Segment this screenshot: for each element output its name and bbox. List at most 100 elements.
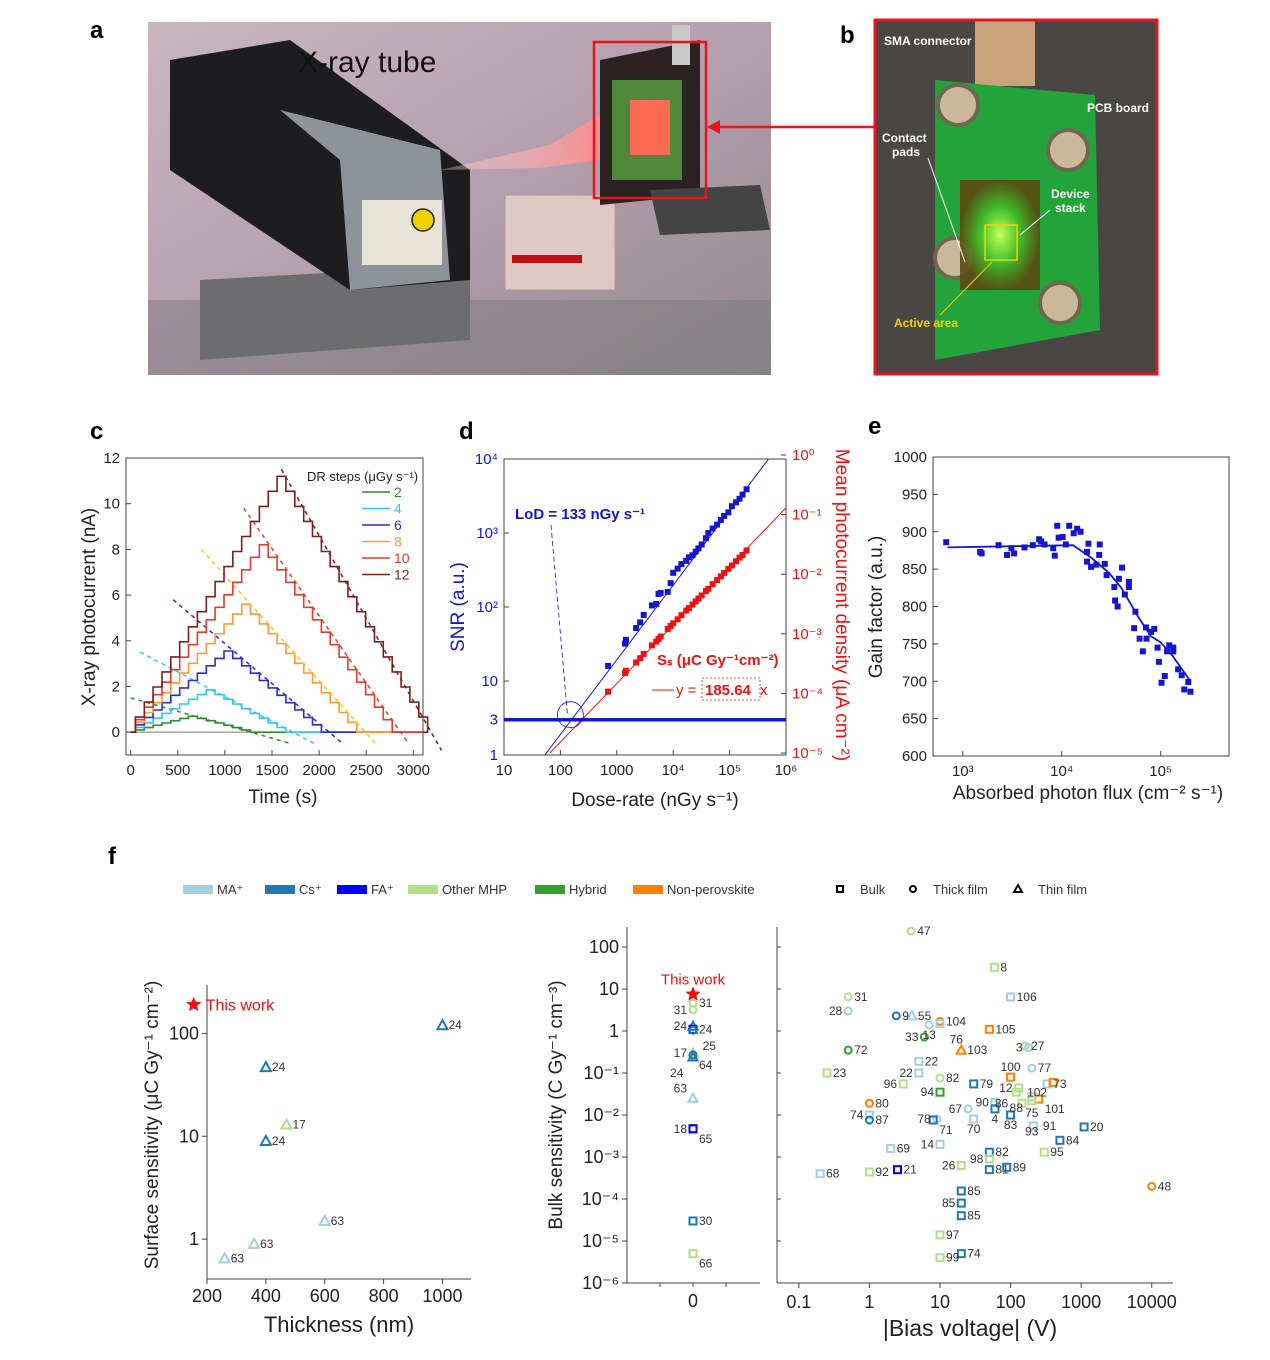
gain-point <box>1185 678 1192 685</box>
data-point <box>935 1087 945 1097</box>
data-point <box>1028 1121 1038 1131</box>
panel-label-e: e <box>868 413 881 440</box>
data-point <box>956 1186 966 1196</box>
point-ref-label: 27 <box>1031 1039 1045 1053</box>
gain-point <box>1175 666 1182 673</box>
gain-point <box>1103 572 1110 579</box>
data-point <box>969 1114 979 1124</box>
x-tick-label: 10⁵ <box>1149 763 1172 780</box>
panel-label-b: b <box>840 22 855 49</box>
legend-label: Thin film <box>1038 882 1087 897</box>
current-point <box>674 616 681 623</box>
gain-point <box>1155 658 1162 665</box>
snr-point <box>739 491 746 498</box>
gain-point <box>1178 672 1185 679</box>
data-point <box>1006 1072 1016 1082</box>
zoom-arrow-head <box>707 120 720 134</box>
y-tick-label: 8 <box>112 541 120 558</box>
y-axis-label: Surface sensitivity (μC Gy⁻¹ cm⁻²) <box>142 981 163 1270</box>
triangle-icon <box>1012 882 1024 893</box>
gain-point <box>1041 541 1048 548</box>
point-ref-label: 95 <box>1050 1145 1064 1159</box>
data-point <box>914 1056 924 1066</box>
x-tick-label: 3000 <box>397 762 430 779</box>
y-tick-label: 1 <box>609 1021 619 1041</box>
y-tick-label: 700 <box>902 673 927 690</box>
y-tick-label: 1 <box>189 1229 199 1249</box>
data-point <box>984 1024 994 1034</box>
legend-label: MA⁺ <box>217 882 243 897</box>
point-ref-label: 83 <box>1004 1118 1018 1132</box>
y-tick-label: 2 <box>112 678 120 695</box>
x-axis-label: Time (s) <box>249 787 318 808</box>
point-ref-label: 3 <box>1016 1041 1023 1055</box>
y-tick-label: 10⁴ <box>475 451 498 468</box>
x-tick-label: 100 <box>548 762 573 779</box>
y-tick-label: 10⁻¹ <box>792 507 822 524</box>
current-point <box>685 605 692 612</box>
snr-point <box>653 600 660 607</box>
data-point <box>864 1167 874 1177</box>
y-tick-label: 10³ <box>476 525 498 542</box>
point-ref-label: 24 <box>699 1022 713 1036</box>
point-ref-label: 66 <box>699 1257 713 1271</box>
point-ref-label: 67 <box>949 1102 963 1116</box>
point-ref-label: 98 <box>970 1152 984 1166</box>
data-point <box>688 1124 698 1134</box>
snr-point <box>689 552 696 559</box>
current-point <box>605 688 612 695</box>
y-tick-label: 1 <box>490 747 498 764</box>
x-tick-label: 0 <box>127 762 135 779</box>
current-point <box>743 547 750 554</box>
point-ref-label: 24 <box>272 1134 286 1148</box>
point-ref-label: 33 <box>905 1030 919 1044</box>
legend-label-2: 2 <box>394 484 402 500</box>
gain-point <box>1164 648 1171 655</box>
x-axis-label: |Bias voltage| (V) <box>883 1315 1057 1341</box>
gain-point <box>1111 584 1118 591</box>
gain-point <box>1004 551 1011 558</box>
data-point <box>1147 1181 1157 1191</box>
data-point <box>864 1110 874 1120</box>
data-point <box>843 1006 853 1016</box>
fit-slope-value: 185.64 <box>705 682 752 699</box>
point-ref-label: 17 <box>674 1046 688 1060</box>
point-ref-label: 64 <box>699 1058 713 1072</box>
point-ref-label: 24 <box>674 1019 688 1033</box>
y-tick-label: 10⁻⁶ <box>582 1273 619 1293</box>
photo-xray-setup: X-ray tube <box>148 22 875 375</box>
point-ref-label: 24 <box>272 1060 286 1074</box>
data-point <box>984 1165 994 1175</box>
gain-point <box>1151 625 1158 632</box>
point-ref-label: 14 <box>921 1137 935 1151</box>
gain-point <box>1136 635 1143 642</box>
data-point <box>688 1216 698 1226</box>
current-point <box>705 585 712 592</box>
y-tick-label: 10 <box>481 673 498 690</box>
data-point <box>1042 1079 1052 1089</box>
source-meter <box>504 194 616 291</box>
y-tick-label: 10 <box>179 1126 199 1146</box>
gain-point <box>1125 584 1132 591</box>
this-work-star <box>186 996 202 1012</box>
y-axis-label: Bulk sensitivity (C Gy⁻¹ cm⁻³) <box>546 980 567 1229</box>
y-tick-label: 800 <box>902 599 927 616</box>
gain-point <box>1112 597 1119 604</box>
data-point <box>955 1043 968 1055</box>
circle-icon <box>909 885 917 893</box>
point-ref-label: 24 <box>670 1066 684 1080</box>
gain-point <box>1074 525 1081 532</box>
y-tick-label: 650 <box>902 711 927 728</box>
point-ref-label: 88 <box>1010 1101 1024 1115</box>
plot-frame <box>932 456 1230 757</box>
tube-stand <box>200 265 470 360</box>
xray-tube-label: X-ray tube <box>298 46 436 79</box>
data-point <box>843 992 853 1002</box>
chart-d-snr-dose-rate: 10 100 1000 10⁴ 10⁵ 10⁶ 1 3 10 10² 10³ 10⁴ 10⁻⁵ 10⁻⁴ 1… <box>448 447 852 811</box>
gain-point <box>1181 686 1188 693</box>
data-point <box>891 1011 901 1021</box>
step-series-8 <box>130 603 423 734</box>
data-point <box>1006 1110 1016 1120</box>
gain-point <box>1154 644 1161 651</box>
point-ref-label: 100 <box>1001 1060 1021 1074</box>
